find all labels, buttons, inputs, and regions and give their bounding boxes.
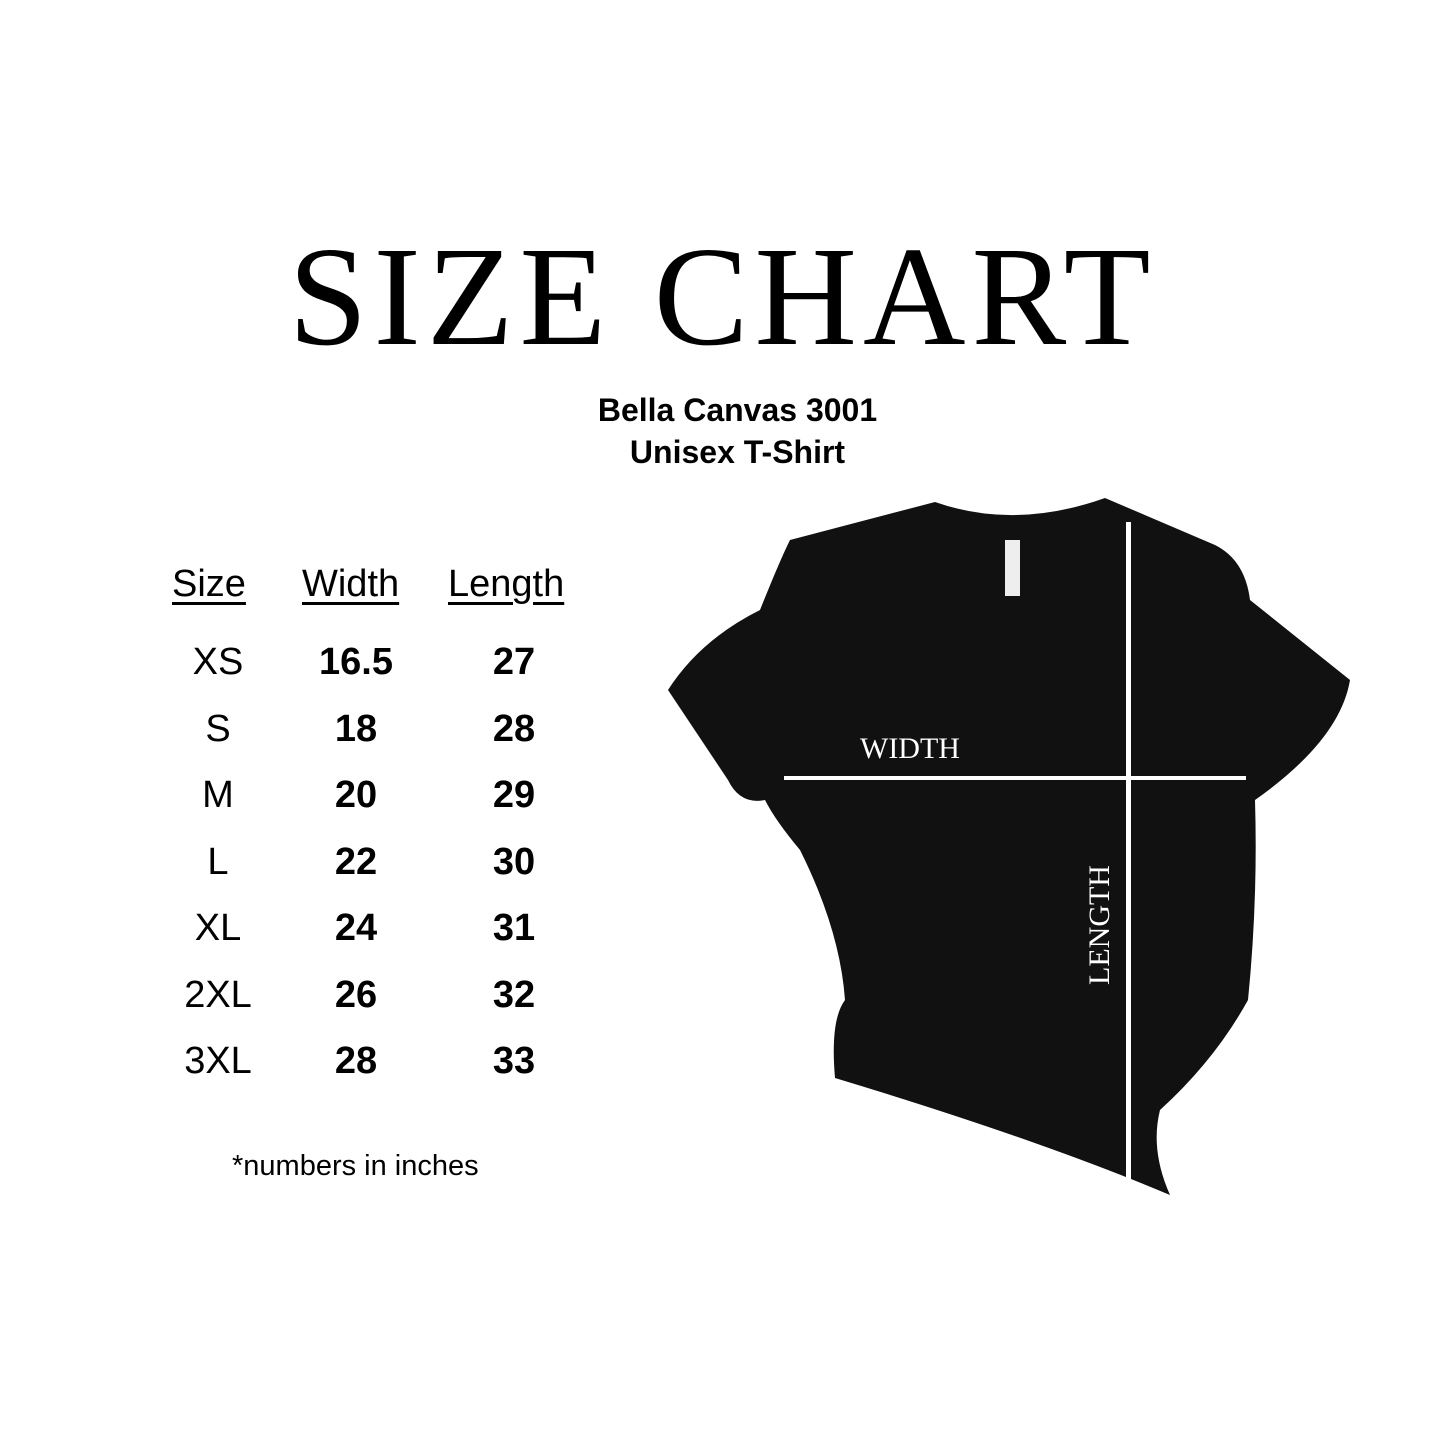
cell-length: 27 <box>492 641 536 683</box>
cell-length: 32 <box>492 973 536 1016</box>
cell-width: 20 <box>334 774 378 816</box>
product-type: Unisex T-Shirt <box>629 434 846 470</box>
cell-size: 3XL <box>184 1040 252 1082</box>
header-length: Length <box>448 563 565 605</box>
header-size: Size <box>172 563 246 605</box>
cell-length: 28 <box>492 707 536 750</box>
cell-size: S <box>205 707 231 750</box>
cell-width: 16.5 <box>319 641 393 683</box>
cell-width: 26 <box>334 973 378 1016</box>
cell-width: 24 <box>334 907 378 949</box>
cell-width: 28 <box>334 1040 378 1082</box>
cell-size: M <box>202 774 234 816</box>
length-line <box>1126 522 1131 1182</box>
cell-size: L <box>207 840 229 883</box>
neck-tag <box>1005 540 1020 596</box>
cell-length: 31 <box>492 907 536 949</box>
cell-length: 30 <box>492 840 536 883</box>
units-note: *numbers in inches <box>232 1150 479 1182</box>
cell-length: 29 <box>492 774 536 816</box>
page-title: SIZE CHART <box>288 217 1157 375</box>
width-line <box>784 776 1246 780</box>
cell-size: 2XL <box>184 973 252 1016</box>
cell-width: 22 <box>334 840 378 883</box>
tshirt-image <box>668 498 1350 1195</box>
cell-size: XS <box>192 641 244 683</box>
cell-size: XL <box>194 907 242 949</box>
cell-width: 18 <box>334 707 378 750</box>
width-label: WIDTH <box>860 732 960 765</box>
length-label: LENGTH <box>1083 865 1116 985</box>
product-name: Bella Canvas 3001 <box>597 392 878 428</box>
cell-length: 33 <box>492 1040 536 1082</box>
header-width: Width <box>302 563 400 605</box>
